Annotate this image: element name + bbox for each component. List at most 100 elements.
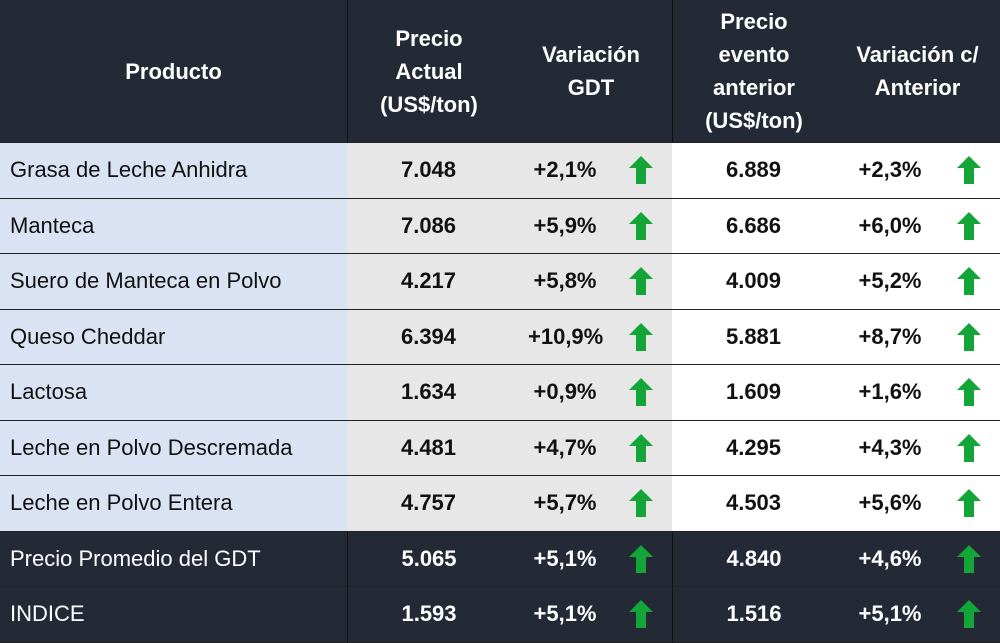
up-arrow [957, 489, 981, 518]
value-cell: +10,9% [510, 309, 672, 365]
cell-text: 4.295 [725, 434, 782, 460]
value-cell: +5,1% [510, 531, 672, 587]
cell-text: +4,7% [533, 434, 597, 460]
cell-text: Suero de Manteca en Polvo [10, 268, 282, 294]
value-cell: 4.503 [672, 476, 835, 532]
value-cell: +5,2% [835, 254, 1000, 310]
header-line: evento [718, 42, 790, 67]
cell-text: +8,7% [858, 323, 922, 349]
product-cell: Leche en Polvo Entera [0, 476, 347, 532]
cell-text: +4,3% [858, 434, 922, 460]
product-cell: INDICE [0, 587, 347, 643]
up-arrow [629, 433, 653, 462]
up-arrow [957, 322, 981, 351]
cell-text: +4,6% [858, 545, 922, 571]
header-cell: Producto [0, 0, 347, 143]
up-arrow [957, 156, 981, 185]
value-cell: 6.889 [672, 143, 835, 199]
value-cell: +8,7% [835, 309, 1000, 365]
cell-text: +5,7% [533, 490, 597, 516]
up-arrow [629, 544, 653, 573]
cell-text: Leche en Polvo Entera [10, 490, 233, 516]
cell-text: Leche en Polvo Descremada [10, 434, 293, 460]
cell-text: +5,8% [533, 268, 597, 294]
header-cell: Precio Actual (US$/ton) [347, 0, 510, 143]
up-arrow [629, 378, 653, 407]
cell-text: +1,6% [858, 379, 922, 405]
up-arrow [957, 544, 981, 573]
value-cell: +4,7% [510, 420, 672, 476]
value-cell: 6.686 [672, 198, 835, 254]
product-cell: Lactosa [0, 365, 347, 421]
value-cell: +2,3% [835, 143, 1000, 199]
cell-text: +10,9% [528, 323, 604, 349]
cell-text: Lactosa [10, 379, 88, 405]
product-cell: Leche en Polvo Descremada [0, 420, 347, 476]
cell-text: 5.881 [725, 323, 782, 349]
header-line: GDT [567, 75, 615, 100]
header-line: Precio [720, 9, 788, 34]
product-cell: Manteca [0, 198, 347, 254]
value-cell: 1.593 [347, 587, 510, 643]
cell-text: 6.394 [400, 323, 457, 349]
cell-text: 4.217 [400, 268, 457, 294]
value-cell: 1.516 [672, 587, 835, 643]
value-cell: +2,1% [510, 143, 672, 199]
value-cell: +5,1% [835, 587, 1000, 643]
cell-text: 4.009 [725, 268, 782, 294]
product-cell: Suero de Manteca en Polvo [0, 254, 347, 310]
cell-text: 5.065 [401, 545, 457, 571]
up-arrow [629, 211, 653, 240]
cell-text: Precio Promedio del GDT [10, 545, 261, 571]
cell-text: 6.889 [725, 157, 782, 183]
cell-text: Manteca [10, 212, 95, 238]
header-line: Producto [125, 58, 222, 84]
up-arrow [957, 267, 981, 296]
header-line: (US$/ton) [705, 108, 803, 133]
up-arrow [629, 267, 653, 296]
cell-text: 6.686 [725, 212, 782, 238]
value-cell: +0,9% [510, 365, 672, 421]
up-arrow [957, 433, 981, 462]
cell-text: 4.840 [726, 545, 782, 571]
up-arrow [957, 600, 981, 629]
header-line: anterior [713, 75, 795, 100]
header-line: Variación c/ [856, 42, 979, 67]
value-cell: 4.840 [672, 531, 835, 587]
cell-text: 4.503 [725, 490, 782, 516]
cell-text: +5,6% [858, 490, 922, 516]
cell-text: +2,1% [533, 157, 597, 183]
value-cell: 4.009 [672, 254, 835, 310]
cell-text: +0,9% [533, 379, 597, 405]
value-cell: +5,7% [510, 476, 672, 532]
value-cell: +5,6% [835, 476, 1000, 532]
value-cell: +6,0% [835, 198, 1000, 254]
cell-text: 1.593 [401, 601, 457, 627]
header-line: (US$/ton) [380, 91, 478, 117]
cell-text: +5,9% [533, 212, 597, 238]
header-line: Actual [395, 58, 463, 84]
value-cell: 1.634 [347, 365, 510, 421]
value-cell: 5.065 [347, 531, 510, 587]
header-cell: Variación c/Anterior [835, 0, 1000, 143]
up-arrow [629, 322, 653, 351]
up-arrow [629, 600, 653, 629]
product-cell: Precio Promedio del GDT [0, 531, 347, 587]
value-cell: +5,8% [510, 254, 672, 310]
header-cell: Variación GDT [510, 0, 672, 143]
value-cell: 5.881 [672, 309, 835, 365]
cell-text: 1.516 [726, 601, 782, 627]
cell-text: 1.609 [725, 379, 782, 405]
value-cell: +4,3% [835, 420, 1000, 476]
cell-text: 7.048 [400, 157, 457, 183]
cell-text: +5,2% [858, 268, 922, 294]
header-line: Precio [395, 25, 463, 51]
cell-text: +6,0% [858, 212, 922, 238]
value-cell: +5,9% [510, 198, 672, 254]
value-cell: +1,6% [835, 365, 1000, 421]
cell-text: +5,1% [533, 545, 597, 571]
cell-text: 7.086 [400, 212, 457, 238]
value-cell: +4,6% [835, 531, 1000, 587]
up-arrow [629, 489, 653, 518]
